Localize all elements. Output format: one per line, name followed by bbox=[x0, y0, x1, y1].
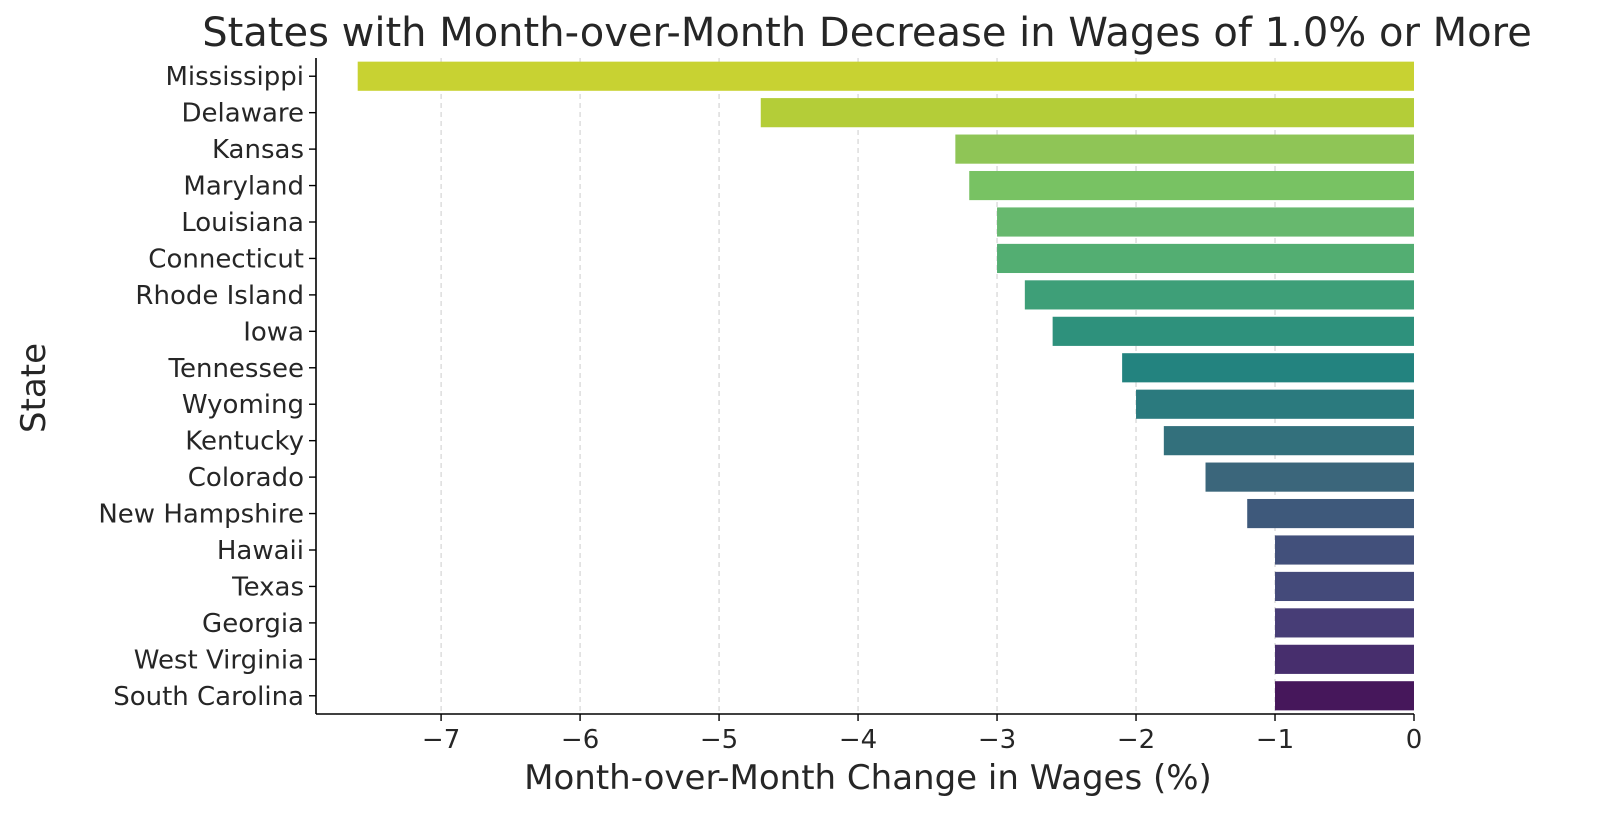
y-tick-label: Kansas bbox=[212, 135, 304, 165]
axes bbox=[315, 58, 1414, 715]
x-tick-labels: −7 −6 −5 −4 −3 −2 −1 0 bbox=[422, 714, 1422, 755]
y-tick-label: Iowa bbox=[243, 317, 304, 347]
bar bbox=[1024, 280, 1414, 310]
y-tick-label: West Virginia bbox=[134, 645, 304, 675]
bar bbox=[1136, 389, 1414, 419]
y-tick-label: Wyoming bbox=[182, 390, 304, 420]
bar bbox=[1163, 426, 1414, 456]
y-tick-label: Connecticut bbox=[148, 244, 304, 274]
bar bbox=[1275, 571, 1414, 602]
bar bbox=[1247, 498, 1414, 529]
bar bbox=[1275, 608, 1414, 638]
grid-lines bbox=[440, 58, 1276, 714]
chart-title: States with Month-over-Month Decrease in… bbox=[202, 10, 1532, 56]
y-tick-labels: Mississippi Delaware Kansas Maryland Louisia… bbox=[98, 62, 316, 712]
bar bbox=[955, 134, 1414, 164]
y-tick-label: Louisiana bbox=[181, 208, 304, 238]
y-tick-label: Rhode Island bbox=[135, 281, 304, 311]
y-tick-label: Hawaii bbox=[217, 536, 304, 566]
y-tick-label: New Hampshire bbox=[98, 500, 304, 530]
bars bbox=[357, 61, 1415, 711]
x-tick-label: −5 bbox=[700, 725, 738, 755]
y-tick-label: Delaware bbox=[182, 99, 304, 129]
y-tick-label: Tennessee bbox=[168, 354, 305, 384]
x-tick-label: −3 bbox=[978, 725, 1016, 755]
y-tick-label: Georgia bbox=[202, 609, 304, 639]
x-tick-label: −6 bbox=[561, 725, 599, 755]
bar bbox=[969, 170, 1414, 201]
y-tick-label: Texas bbox=[231, 572, 304, 602]
y-tick-label: Kentucky bbox=[185, 427, 304, 457]
y-tick-label: Maryland bbox=[183, 172, 304, 202]
bar bbox=[1275, 644, 1414, 674]
bar bbox=[1275, 681, 1414, 711]
y-tick-label: Colorado bbox=[188, 463, 304, 493]
bar bbox=[997, 207, 1414, 237]
y-tick-label: South Carolina bbox=[113, 682, 304, 712]
y-tick-label: Mississippi bbox=[165, 62, 304, 92]
x-tick-label: −2 bbox=[1117, 725, 1155, 755]
bar bbox=[1205, 462, 1414, 492]
x-tick-label: 0 bbox=[1406, 725, 1423, 755]
x-tick-label: −4 bbox=[839, 725, 877, 755]
x-tick-label: −1 bbox=[1256, 725, 1294, 755]
bar bbox=[760, 98, 1414, 128]
bar bbox=[997, 243, 1414, 274]
x-axis-label: Month-over-Month Change in Wages (%) bbox=[524, 758, 1212, 798]
bar bbox=[1052, 316, 1414, 346]
bar bbox=[357, 61, 1415, 91]
y-axis-label: State bbox=[14, 343, 54, 433]
bar bbox=[1275, 535, 1414, 565]
bar bbox=[1122, 353, 1414, 383]
x-tick-label: −7 bbox=[422, 725, 460, 755]
